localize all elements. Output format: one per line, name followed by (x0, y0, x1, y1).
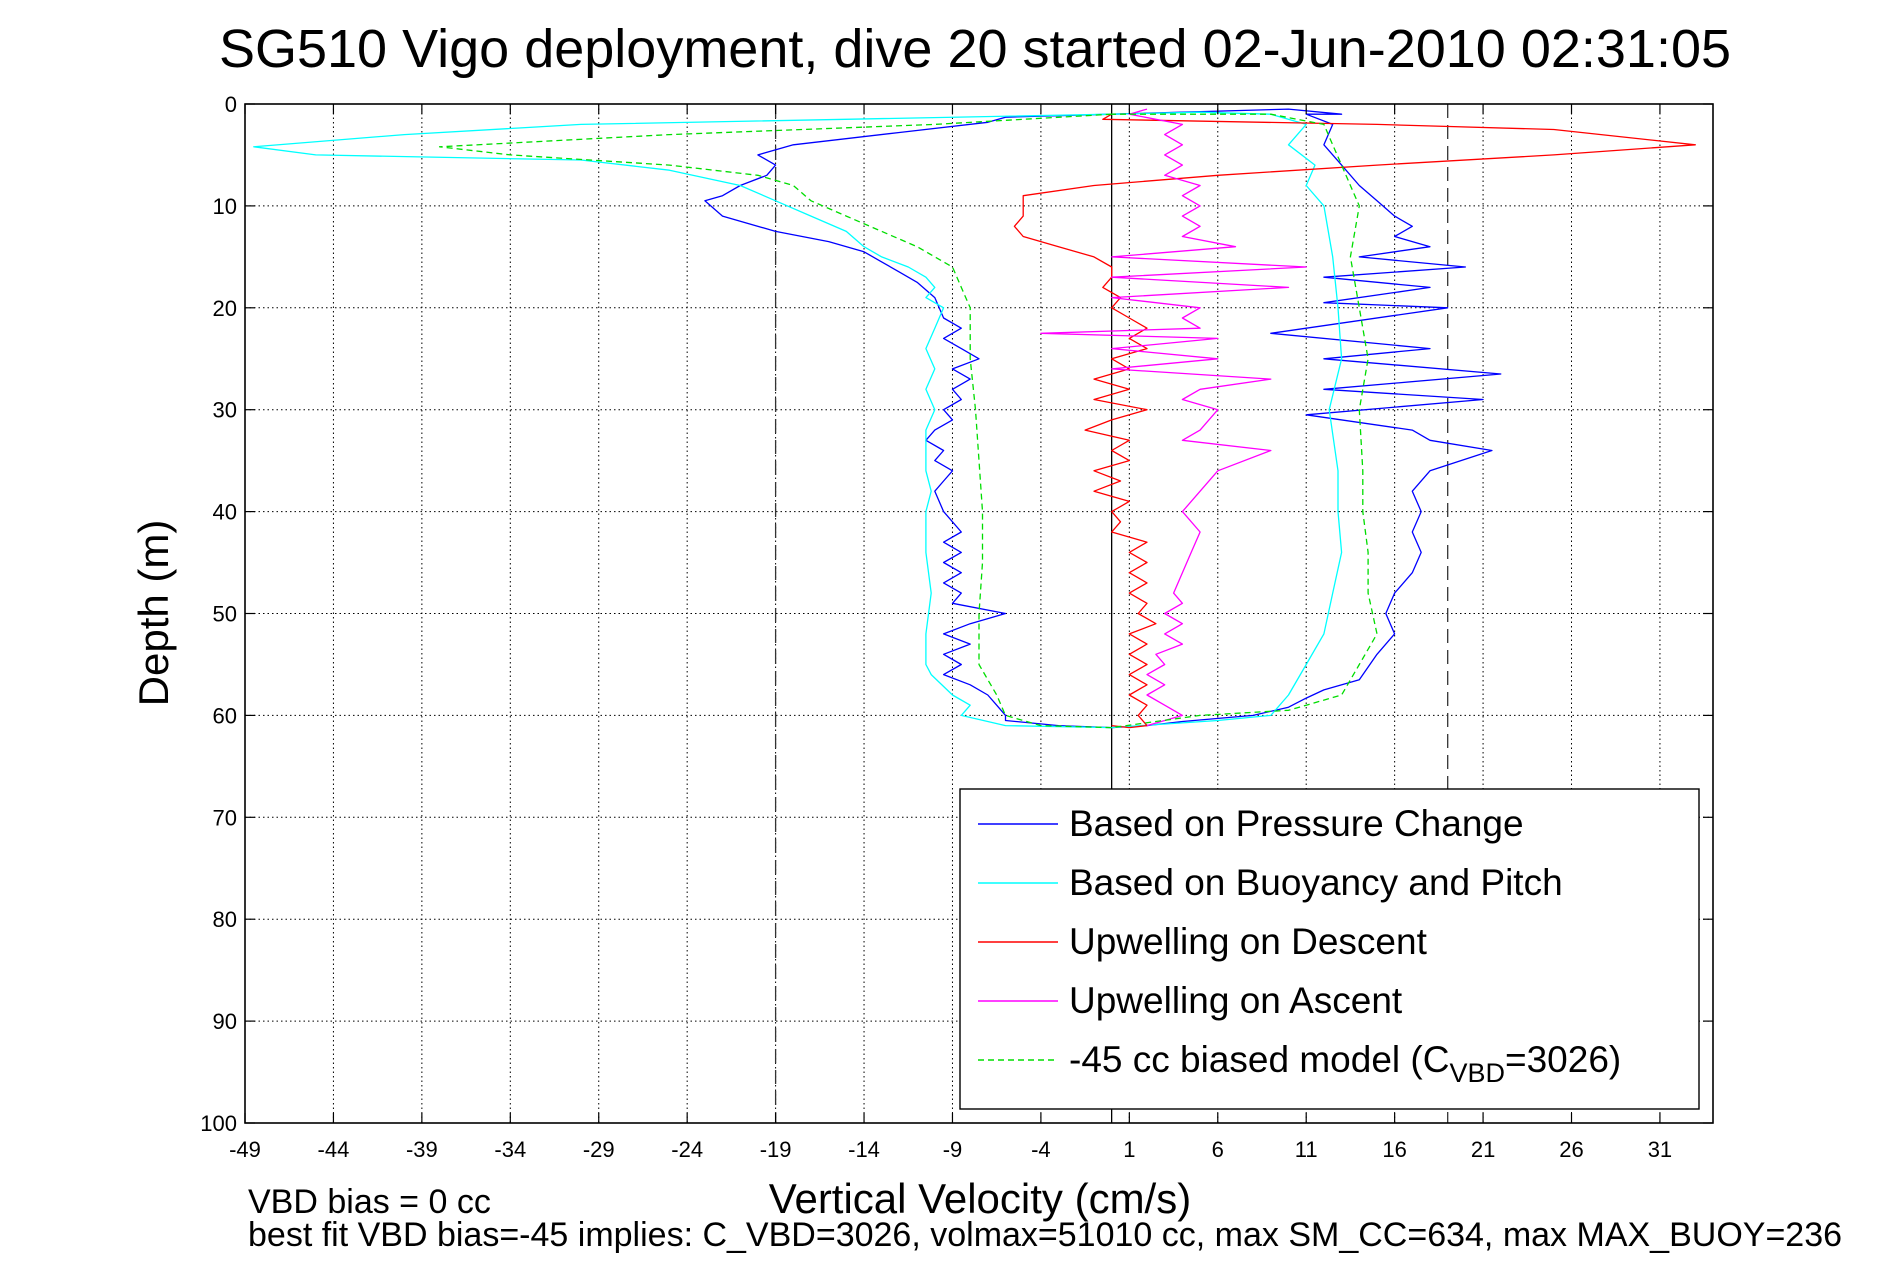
chart-title: SG510 Vigo deployment, dive 20 started 0… (219, 19, 1731, 79)
y-tick-label: 100 (200, 1111, 237, 1136)
y-ticks: 0 10 20 30 40 50 60 70 80 90 100 (200, 92, 1713, 1136)
legend-items: Based on Pressure Change Based on Buoyanc… (978, 803, 1621, 1088)
legend-label: Upwelling on Descent (1069, 921, 1428, 962)
footer-line-2: best fit VBD bias=-45 implies: C_VBD=302… (248, 1216, 1842, 1254)
x-tick-label: -34 (494, 1137, 526, 1162)
legend: Based on Pressure Change Based on Buoyanc… (959, 788, 1700, 1110)
legend-box (959, 788, 1700, 1110)
series-line-2 (253, 111, 1343, 729)
y-tick-label: 0 (225, 92, 237, 117)
y-tick-label: 90 (213, 1009, 237, 1034)
y-tick-label: 10 (213, 194, 237, 219)
y-axis-label: Depth (m) (130, 520, 177, 707)
legend-label-text: Upwelling on Ascent (1069, 980, 1403, 1021)
series-line-5 (438, 113, 1378, 729)
x-tick-label: 16 (1382, 1137, 1406, 1162)
y-tick-label: 70 (213, 805, 237, 830)
x-tick-label: -44 (318, 1137, 350, 1162)
x-tick-label: 1 (1123, 1137, 1135, 1162)
legend-label-subscript: VBD (1449, 1058, 1505, 1088)
y-tick-label: 20 (213, 296, 237, 321)
y-tick-label: 80 (213, 907, 237, 932)
x-tick-label: 11 (1295, 1137, 1318, 1162)
series-line-1 (704, 108, 1502, 729)
x-axis-label: Vertical Velocity (cm/s) (769, 1175, 1191, 1222)
x-tick-label: -4 (1031, 1137, 1051, 1162)
x-tick-label: 21 (1471, 1137, 1495, 1162)
x-tick-label: -24 (671, 1137, 703, 1162)
y-tick-label: 30 (213, 398, 237, 423)
x-tick-label: -49 (229, 1137, 261, 1162)
x-tick-label: 31 (1648, 1137, 1672, 1162)
x-tick-label: -39 (406, 1137, 438, 1162)
footer-line-1: VBD bias = 0 cc (248, 1183, 491, 1221)
legend-label: -45 cc biased model (CVBD=3026) (1069, 1039, 1621, 1088)
series-line-3 (1013, 113, 1696, 729)
x-tick-label: 26 (1559, 1137, 1583, 1162)
legend-label-text: -45 cc biased model (C (1069, 1039, 1449, 1080)
x-tick-label: -29 (583, 1137, 615, 1162)
x-tick-label: 6 (1212, 1137, 1224, 1162)
x-tick-label: -9 (943, 1137, 963, 1162)
legend-label-suffix: =3026) (1505, 1039, 1621, 1080)
y-tick-label: 60 (213, 703, 237, 728)
legend-label: Based on Pressure Change (1069, 803, 1524, 844)
legend-label-text: Based on Pressure Change (1069, 803, 1524, 844)
legend-label: Based on Buoyancy and Pitch (1069, 862, 1563, 903)
legend-label-text: Based on Buoyancy and Pitch (1069, 862, 1563, 903)
series-line-4 (1040, 108, 1307, 727)
x-ticks: -49 -44 -39 -34 -29 -24 -19 -14 -9 -4 1 6 11 16 21 26 31 (229, 104, 1672, 1162)
legend-label: Upwelling on Ascent (1069, 980, 1403, 1021)
x-tick-label: -14 (848, 1137, 880, 1162)
legend-label-text: Upwelling on Descent (1069, 921, 1428, 962)
x-tick-label: -19 (760, 1137, 792, 1162)
y-tick-label: 40 (213, 500, 237, 525)
series-group (253, 108, 1696, 729)
y-tick-label: 50 (213, 602, 237, 627)
